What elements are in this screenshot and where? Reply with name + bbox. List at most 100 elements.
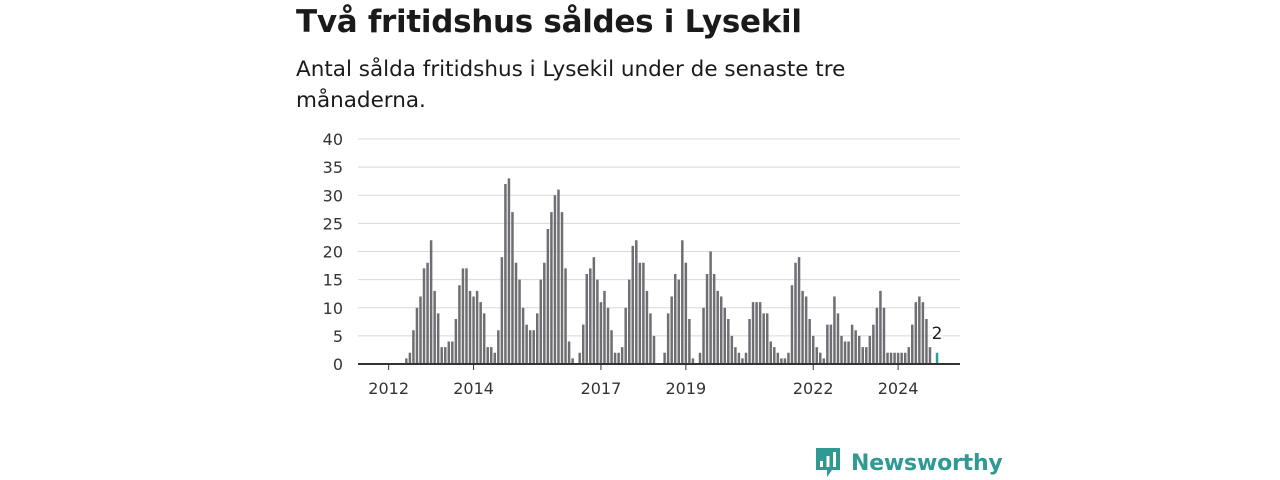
bar — [613, 352, 617, 364]
bar — [479, 302, 482, 365]
bar — [451, 341, 454, 364]
chart-subtitle: Antal sålda fritidshus i Lysekil under d… — [296, 57, 846, 113]
bar — [532, 330, 535, 364]
bar — [649, 313, 652, 365]
x-tick-label: 2022 — [793, 379, 834, 398]
bar — [635, 240, 638, 364]
bar — [879, 290, 882, 365]
bar — [536, 313, 539, 365]
bar — [500, 257, 504, 365]
y-tick-label: 0 — [333, 355, 343, 374]
bar — [518, 279, 521, 365]
bar — [790, 285, 794, 364]
bar — [744, 352, 748, 364]
bar — [543, 262, 546, 364]
bar — [808, 319, 811, 364]
bar — [681, 240, 684, 364]
bar — [589, 268, 592, 365]
bar — [688, 319, 691, 364]
bar — [819, 352, 822, 364]
bar — [585, 274, 589, 364]
y-tick-label: 30 — [323, 186, 343, 205]
bar — [507, 178, 511, 365]
bar — [436, 313, 440, 365]
bar — [900, 352, 903, 364]
bar — [444, 347, 447, 365]
bar — [751, 302, 755, 365]
chart-title: Två fritidshus såldes i Lysekil — [296, 4, 802, 40]
bar — [440, 347, 443, 365]
bar — [893, 352, 896, 364]
bar — [801, 290, 804, 365]
bar — [865, 347, 868, 365]
bar — [592, 257, 596, 365]
bar — [493, 352, 497, 364]
bar — [429, 240, 433, 364]
bar — [719, 296, 723, 364]
x-axis-ticks: 2012 2014 2017 2019 2022 2024 — [368, 364, 918, 398]
bar — [617, 352, 620, 364]
bar — [610, 330, 613, 364]
bar — [875, 307, 879, 364]
bar — [705, 274, 709, 364]
bar — [882, 307, 886, 364]
bar — [567, 341, 571, 364]
bar — [468, 290, 472, 365]
bar — [889, 352, 893, 364]
bar — [907, 347, 910, 365]
bar — [741, 358, 744, 365]
bar — [702, 307, 705, 364]
bar — [829, 324, 833, 365]
bar — [663, 352, 666, 364]
bar — [826, 324, 829, 365]
bars — [405, 178, 939, 365]
bar — [847, 341, 850, 364]
bar — [645, 290, 649, 365]
bar — [758, 302, 762, 365]
bar — [868, 335, 872, 365]
bar — [815, 347, 818, 365]
bar — [419, 296, 422, 364]
x-tick-label: 2019 — [665, 379, 706, 398]
y-tick-label: 35 — [323, 158, 343, 177]
bar — [458, 285, 461, 364]
bar — [780, 358, 783, 365]
bar — [581, 324, 585, 365]
bar — [776, 352, 780, 364]
gridlines — [358, 138, 960, 337]
bar — [472, 296, 475, 364]
bar — [903, 352, 907, 364]
newsworthy-logo[interactable]: Newsworthy — [814, 446, 1003, 480]
bar — [804, 296, 808, 364]
x-tick-label: 2024 — [878, 379, 919, 398]
bar — [652, 335, 656, 365]
bar — [928, 347, 932, 365]
bar — [857, 335, 861, 365]
bar — [596, 279, 599, 365]
x-tick-label: 2014 — [453, 379, 494, 398]
bar — [422, 268, 426, 365]
bar — [564, 268, 567, 365]
bar — [836, 313, 840, 365]
bar — [925, 319, 928, 364]
bar — [603, 290, 606, 365]
y-tick-label: 40 — [323, 130, 343, 149]
bar — [405, 358, 408, 365]
bar — [911, 324, 914, 365]
bar — [620, 347, 624, 365]
bar — [840, 335, 843, 365]
bar — [528, 330, 532, 364]
bar — [748, 319, 751, 364]
bar — [514, 262, 518, 364]
bar — [787, 352, 790, 364]
bar — [539, 279, 543, 365]
bar — [521, 307, 525, 364]
bar — [914, 302, 918, 365]
bar — [465, 268, 468, 365]
bar — [557, 189, 560, 365]
bar — [677, 279, 681, 365]
bar — [624, 307, 627, 364]
bar — [896, 352, 900, 364]
newsworthy-logo-text: Newsworthy — [851, 450, 1003, 476]
